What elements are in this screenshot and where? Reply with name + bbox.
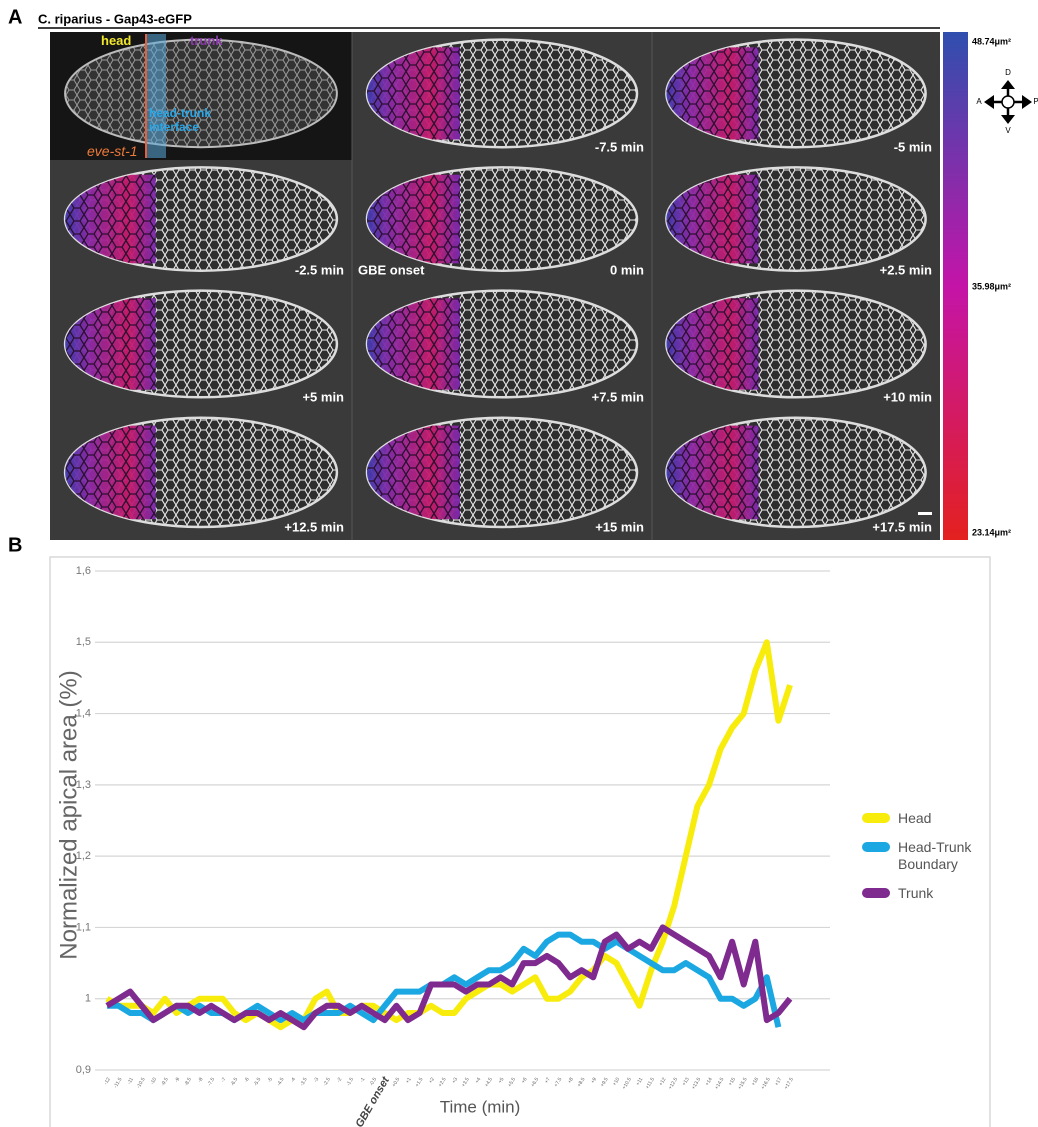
y-tick-label: 1,4 [76,707,91,719]
compass-p: P [1033,97,1038,106]
y-tick-label: 1,3 [76,779,91,791]
scale-bar [918,512,932,515]
y-tick-label: 0,9 [76,1064,91,1076]
time-label: +10 min [883,389,932,404]
time-label: +12.5 min [284,519,344,534]
time-label: +17.5 min [872,519,932,534]
trunk-label: trunk [190,33,223,48]
time-label: +7.5 min [592,389,644,404]
legend-item: Trunk [862,885,992,902]
panel-title: C. riparius - Gap43-eGFP [38,11,192,26]
compass-v: V [1005,126,1011,135]
legend-swatch [862,888,890,898]
figure: A C. riparius - Gap43-eGFP -7.5 min -5 mi… [0,0,1038,1127]
y-tick-label: 1,5 [76,636,91,648]
time-label: -5 min [894,139,932,154]
y-tick-label: 1 [85,993,91,1005]
time-label: +2.5 min [880,262,932,277]
panel-label: B [8,534,22,556]
legend-label: Head [898,810,978,827]
head-label: head [101,33,131,48]
x-axis-label: Time (min) [440,1097,521,1116]
legend-swatch [862,813,890,823]
y-tick-label: 1,6 [76,565,91,577]
y-tick-label: 1,2 [76,850,91,862]
time-label: +5 min [302,389,344,404]
compass-a: A [976,97,982,106]
legend-swatch [862,842,890,852]
time-label: -2.5 min [295,262,344,277]
time-label: +15 min [595,519,644,534]
legend-label: Head-Trunk Boundary [898,839,978,873]
interface-band [146,34,166,158]
y-tick-label: 1,1 [76,921,91,933]
legend-label: Trunk [898,885,978,902]
compass-d: D [1005,68,1011,77]
legend-item: Head [862,810,992,827]
time-label: 0 min [610,262,644,277]
colorbar-max: 48.74μm² [972,36,1011,46]
colorbar-mid: 35.98μm² [972,281,1011,291]
colorbar [943,32,968,540]
interface-label: head-trunk interface [149,106,229,134]
panel-label: A [8,6,22,28]
time-label: -7.5 min [595,139,644,154]
onset-label: GBE onset [358,262,425,277]
legend: Head Head-Trunk Boundary Trunk [862,810,992,914]
stripe-label: eve-st-1 [87,143,138,159]
colorbar-min: 23.14μm² [972,527,1011,537]
legend-item: Head-Trunk Boundary [862,839,992,873]
compass: D A P V [976,68,1038,135]
figure-canvas: A C. riparius - Gap43-eGFP -7.5 min -5 mi… [0,0,1038,1127]
